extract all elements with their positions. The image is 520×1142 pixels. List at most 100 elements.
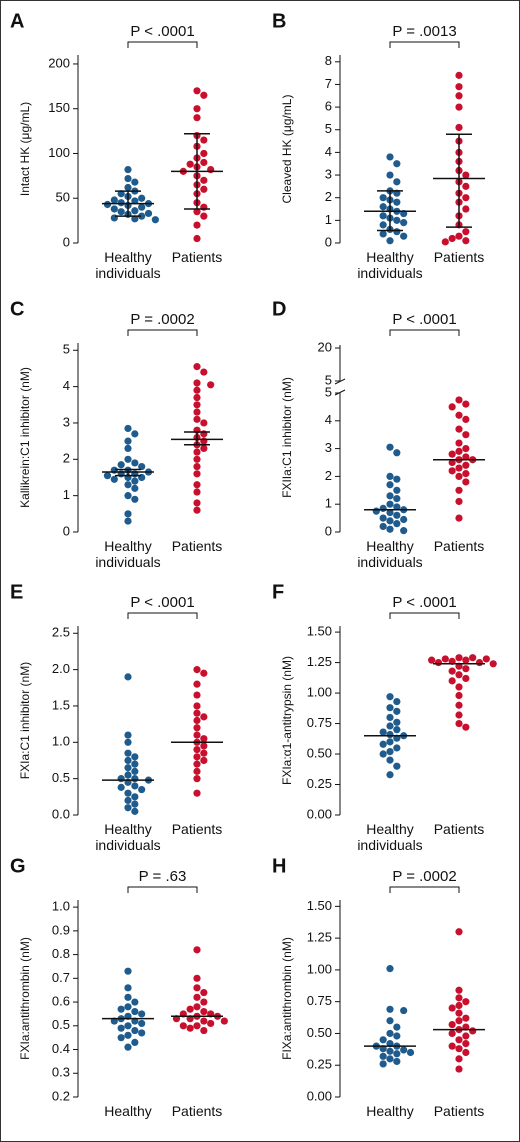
data-point [200, 749, 208, 757]
data-point [117, 461, 125, 469]
data-point [193, 709, 201, 717]
data-point [117, 1034, 125, 1042]
significance-bracket [389, 886, 460, 893]
data-point [379, 728, 387, 736]
y-tick-label: 0.5 [52, 1017, 70, 1032]
y-axis-label: FXIa:C1 inhibitor (nM) [18, 662, 32, 779]
category-label: Healthy [104, 1103, 152, 1119]
y-axis-label: Kallikrein:C1 inhibitor (nM) [18, 367, 32, 508]
category-label-box: Patients [433, 538, 485, 554]
data-point [455, 719, 463, 728]
data-point [131, 1038, 139, 1047]
data-point [455, 464, 463, 472]
y-tick-label: 1.0 [52, 734, 70, 749]
data-point [200, 158, 208, 167]
panel-label: H [272, 855, 286, 877]
data-point [379, 203, 387, 211]
data-point [393, 198, 401, 206]
data-point [193, 666, 201, 674]
data-point [124, 731, 132, 739]
significance-bracket [127, 41, 198, 48]
y-tick-label: 0 [325, 234, 332, 249]
p-value: P < .0001 [130, 594, 194, 611]
data-point [393, 726, 401, 734]
data-point [393, 449, 401, 457]
data-point [393, 503, 401, 511]
data-point [462, 656, 470, 664]
data-point [462, 478, 470, 486]
data-point [200, 149, 208, 158]
data-point [193, 462, 201, 471]
data-point [386, 1047, 394, 1055]
data-point [131, 197, 139, 205]
y-axis-label: FXIIa:C1 inhibitor (nM) [280, 377, 294, 498]
data-point [193, 393, 201, 402]
data-point [462, 674, 470, 683]
category-label: Patients [433, 538, 485, 554]
y-tick-label: 0.9 [52, 922, 70, 937]
data-point [207, 1019, 215, 1028]
data-point [462, 194, 470, 202]
data-point [386, 722, 394, 730]
data-point [124, 517, 132, 525]
y-tick-label: 1.00 [307, 961, 332, 976]
data-point [124, 764, 132, 772]
data-point [455, 928, 463, 936]
data-point [131, 1026, 139, 1035]
y-tick-label: 0.3 [52, 1065, 70, 1080]
y-tick-label: 4 [325, 144, 332, 159]
data-point [151, 216, 159, 224]
data-point [138, 203, 146, 211]
data-point [372, 507, 380, 515]
data-point [455, 701, 463, 709]
data-point [462, 1040, 470, 1048]
data-point [200, 669, 208, 677]
category-label-box: Healthy [366, 1103, 413, 1119]
y-tick-label: 1.00 [307, 685, 332, 700]
data-point [124, 1043, 132, 1051]
data-point [393, 1050, 401, 1058]
y-tick-label: 0.6 [52, 993, 70, 1008]
data-point [386, 747, 394, 756]
data-point [489, 660, 497, 668]
panel-label: C [10, 298, 24, 320]
y-tick-label: 0.00 [307, 806, 332, 821]
data-point [193, 1003, 201, 1011]
data-point [386, 481, 394, 489]
data-point [379, 1052, 387, 1060]
data-point [400, 527, 408, 535]
data-point [455, 1055, 463, 1063]
y-tick-label: 2 [63, 451, 70, 466]
data-point [200, 185, 208, 193]
data-point [386, 1017, 394, 1025]
data-point [138, 1019, 146, 1028]
data-point [386, 525, 394, 533]
data-point [455, 411, 463, 419]
data-point [482, 655, 490, 663]
data-point [124, 424, 132, 433]
data-point [448, 1004, 456, 1012]
data-point [193, 470, 201, 478]
category-label: Healthy individuals [357, 538, 423, 570]
y-tick-label: 0.50 [307, 1025, 332, 1040]
y-tick-label: 2 [325, 189, 332, 204]
data-point [455, 83, 463, 91]
data-point [193, 105, 201, 113]
y-tick-label: 0.75 [307, 715, 332, 730]
data-point [193, 87, 201, 95]
data-point [193, 234, 201, 243]
category-label: Patients [171, 821, 223, 837]
data-point [131, 178, 139, 186]
data-point [117, 190, 125, 198]
data-point [117, 783, 125, 791]
data-point [117, 1024, 125, 1032]
data-point [138, 212, 146, 220]
data-point [393, 216, 401, 224]
data-point [138, 194, 146, 202]
data-point [124, 738, 132, 746]
data-point [386, 153, 394, 161]
data-point [193, 455, 201, 463]
significance-bracket [389, 612, 460, 619]
data-point [455, 1009, 463, 1017]
data-point [462, 171, 470, 179]
